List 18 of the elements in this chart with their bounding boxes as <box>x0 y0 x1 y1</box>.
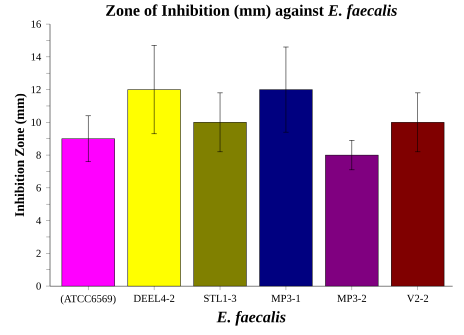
x-tick-label: MP3-1 <box>271 294 300 302</box>
y-tick-label: 4 <box>36 217 42 224</box>
y-tick-label: 6 <box>36 184 41 192</box>
x-axis-title: E. faecalis <box>216 310 286 326</box>
x-tick-label: MP3-2 <box>337 294 366 302</box>
y-tick-label: 8 <box>36 151 41 159</box>
y-tick-label: 16 <box>32 20 41 28</box>
y-tick-label: 14 <box>32 53 42 60</box>
x-tick-label: V2-2 <box>406 294 428 302</box>
chart-title: Zone of Inhibition (mm) against E. faecalis <box>106 4 397 20</box>
y-tick-label: 2 <box>36 250 41 257</box>
y-tick-label: 12 <box>32 86 41 94</box>
y-axis-title: Inhibition Zone (mm) <box>14 94 27 216</box>
x-tick-label: (ATCC6569) <box>60 294 116 304</box>
x-tick-label: DEEL4-2 <box>134 294 174 302</box>
y-tick-label: 0 <box>36 282 41 290</box>
x-tick-label: STL1-3 <box>204 294 236 302</box>
y-tick-label: 10 <box>32 118 41 126</box>
